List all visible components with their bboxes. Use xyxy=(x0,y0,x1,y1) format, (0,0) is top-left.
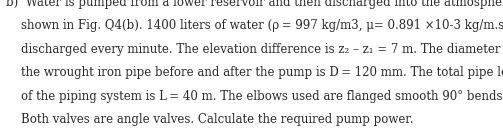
Text: Both valves are angle valves. Calculate the required pump power.: Both valves are angle valves. Calculate … xyxy=(6,113,413,126)
Text: of the piping system is L = 40 m. The elbows used are flanged smooth 90° bends.: of the piping system is L = 40 m. The el… xyxy=(6,90,503,103)
Text: b)  Water is pumped from a lower reservoir and then discharged into the atmosphe: b) Water is pumped from a lower reservoi… xyxy=(6,0,503,9)
Text: shown in Fig. Q4(b). 1400 liters of water (ρ = 997 kg/m3, μ= 0.891 ×10-3 kg/m.s): shown in Fig. Q4(b). 1400 liters of wate… xyxy=(6,20,503,32)
Text: discharged every minute. The elevation difference is z₂ – z₁ = 7 m. The diameter: discharged every minute. The elevation d… xyxy=(6,43,503,56)
Text: the wrought iron pipe before and after the pump is D = 120 mm. The total pipe le: the wrought iron pipe before and after t… xyxy=(6,66,503,79)
